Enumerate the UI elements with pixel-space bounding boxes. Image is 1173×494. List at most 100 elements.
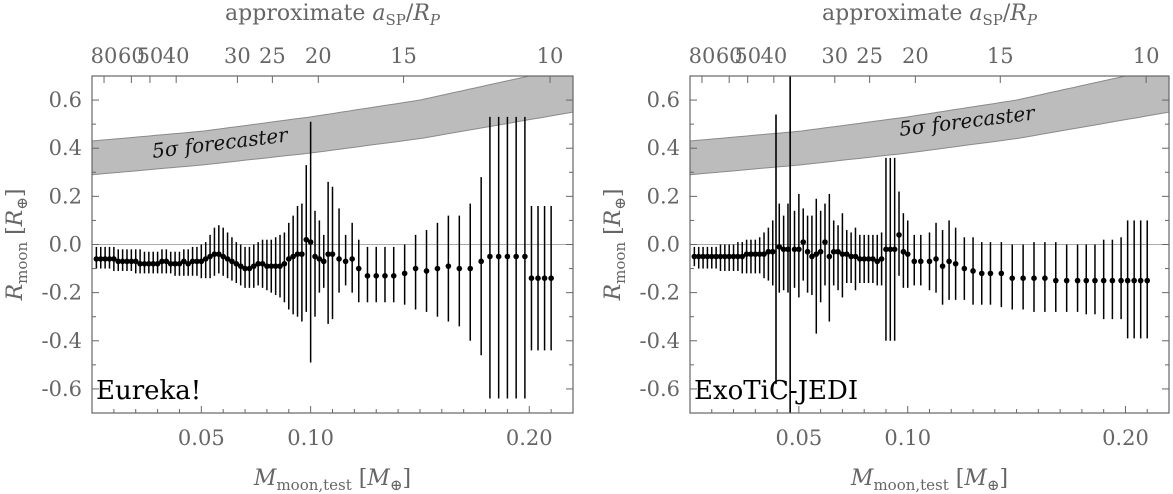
data-point <box>752 239 759 274</box>
point-marker <box>896 232 902 238</box>
data-point <box>146 251 152 274</box>
x-axis-unit-sub: ⊕ <box>390 476 403 494</box>
point-marker <box>785 246 791 253</box>
point-marker <box>478 258 484 265</box>
data-point <box>185 249 191 276</box>
top-axis-var: a <box>969 1 982 26</box>
point-marker <box>97 256 104 262</box>
point-marker <box>852 253 859 260</box>
point-marker <box>739 253 746 260</box>
point-marker <box>1052 277 1059 284</box>
point-marker <box>281 260 288 267</box>
x-axis-unit-open: [ <box>352 466 368 491</box>
data-point <box>364 246 371 303</box>
point-marker <box>172 260 178 267</box>
plot-area <box>92 76 573 399</box>
data-point <box>242 246 248 288</box>
x-tick-label: 0.10 <box>287 426 334 450</box>
top-tick-label: 10 <box>1133 44 1160 68</box>
point-marker <box>780 246 787 253</box>
data-point <box>216 225 222 274</box>
data-point <box>172 251 178 276</box>
y-tick-label: -0.2 <box>640 281 681 305</box>
data-point <box>952 227 959 300</box>
point-marker <box>119 258 126 265</box>
point-marker <box>791 246 798 253</box>
x-axis-sub: moon,test <box>276 476 351 494</box>
data-point <box>691 246 698 267</box>
point-marker <box>839 251 846 257</box>
point-marker <box>848 253 854 260</box>
point-marker <box>220 253 226 260</box>
data-point <box>412 234 419 310</box>
data-point <box>911 234 918 286</box>
data-point <box>93 246 100 269</box>
point-marker <box>102 256 108 262</box>
chart-panel-2: 5σ forecaster-0.6-0.4-0.20.00.20.40.60.0… <box>601 1 1170 494</box>
point-marker <box>883 246 889 253</box>
data-point <box>848 232 854 284</box>
point-marker <box>242 265 248 272</box>
point-marker <box>730 253 737 260</box>
y-tick-label: 0.6 <box>49 88 82 112</box>
data-point <box>933 222 939 293</box>
point-marker <box>743 251 750 257</box>
point-marker <box>325 251 331 257</box>
point-marker <box>132 258 139 265</box>
data-point <box>748 239 754 274</box>
data-point <box>1074 244 1081 312</box>
point-marker <box>813 251 820 257</box>
data-point <box>756 237 763 274</box>
y-axis-var: R <box>601 284 626 302</box>
point-marker <box>726 253 732 260</box>
point-marker <box>167 260 174 267</box>
data-point <box>796 193 802 298</box>
data-point <box>259 239 266 288</box>
data-point <box>695 246 702 269</box>
point-marker <box>268 263 275 269</box>
data-point <box>874 234 881 286</box>
x-tick-label: 0.05 <box>775 426 822 450</box>
data-point <box>528 205 535 351</box>
data-point <box>900 213 907 288</box>
point-marker <box>835 248 841 255</box>
data-point <box>809 215 815 296</box>
x-axis-unit-sub: ⊕ <box>987 476 1000 494</box>
point-marker <box>467 265 474 272</box>
point-marker <box>390 272 397 279</box>
data-point <box>294 205 301 317</box>
plot-area <box>690 76 1169 413</box>
point-marker <box>769 248 776 255</box>
y-tick-label: 0.2 <box>647 184 680 208</box>
point-marker <box>216 251 222 257</box>
data-point <box>97 246 104 269</box>
top-axis-title: approximate aSP/RP <box>225 1 441 29</box>
data-point <box>495 116 502 399</box>
y-tick-label: 0.0 <box>49 233 82 257</box>
point-marker <box>423 268 430 274</box>
point-marker <box>891 246 898 253</box>
data-point <box>102 246 108 269</box>
point-marker <box>887 246 894 253</box>
point-marker <box>870 256 876 262</box>
point-marker <box>504 253 511 260</box>
data-point <box>487 116 493 399</box>
y-axis-title: Rmoon [R⊕] <box>3 189 31 302</box>
data-point <box>255 242 261 286</box>
point-marker <box>229 258 235 265</box>
data-point <box>434 222 441 317</box>
y-tick-label: -0.4 <box>42 329 83 353</box>
point-marker <box>1083 277 1090 284</box>
data-point <box>1031 242 1037 312</box>
data-point <box>826 193 833 322</box>
point-marker <box>822 239 828 245</box>
top-tick-label: 30 <box>224 44 251 68</box>
point-marker <box>259 260 266 267</box>
top-axis-sub2: P <box>1026 11 1038 29</box>
data-point <box>1083 244 1090 315</box>
data-point <box>467 203 474 341</box>
data-point <box>115 249 122 271</box>
point-marker <box>1109 277 1116 284</box>
point-marker <box>150 260 157 267</box>
point-marker <box>277 263 283 269</box>
